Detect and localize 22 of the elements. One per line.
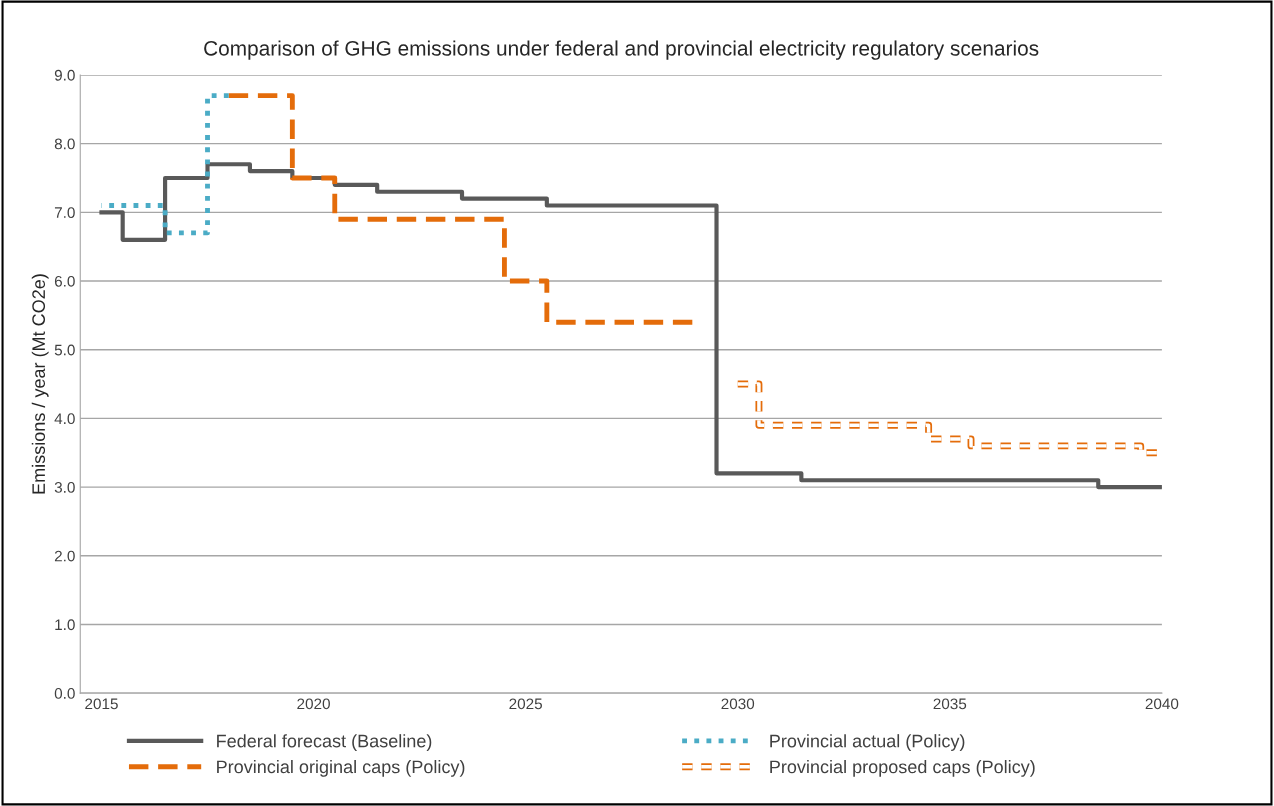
y-tick-label: 2.0 xyxy=(54,550,75,562)
x-tick-label: 2025 xyxy=(509,698,542,710)
y-tick-label: 1.0 xyxy=(55,619,75,631)
y-tick-label: 3.0 xyxy=(54,481,75,493)
y-axis-title: Emissions / year (Mt CO2e) xyxy=(31,274,49,494)
legend-label: Provincial proposed caps (Policy) xyxy=(770,760,1035,777)
x-tick-label: 2040 xyxy=(1145,698,1179,710)
x-tick-label: 2015 xyxy=(85,698,118,710)
y-tick-label: 4.0 xyxy=(54,413,75,425)
legend-label: Provincial original caps (Policy) xyxy=(217,760,465,777)
x-tick-label: 2035 xyxy=(933,698,967,710)
x-tick-label: 2030 xyxy=(721,698,755,710)
legend-label: Federal forecast (Baseline) xyxy=(217,734,432,751)
y-tick-label: 8.0 xyxy=(54,138,75,150)
x-tick-label: 2020 xyxy=(297,698,330,710)
y-tick-label: 0.0 xyxy=(54,688,75,699)
legend-label: Provincial actual (Policy) xyxy=(770,734,965,751)
y-tick-label: 9.0 xyxy=(54,69,75,81)
y-tick-label: 6.0 xyxy=(54,275,75,287)
y-tick-label: 5.0 xyxy=(54,344,75,356)
y-tick-label: 7.0 xyxy=(54,207,75,219)
chart-title: Comparison of GHG emissions under federal and provincial electricity regulatory scenarios xyxy=(204,40,1039,60)
